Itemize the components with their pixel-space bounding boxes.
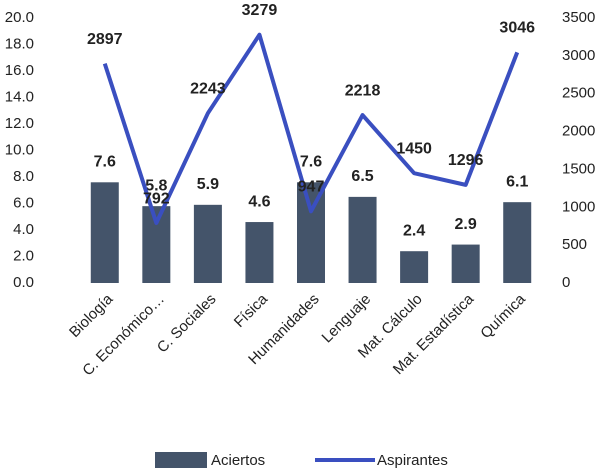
bar-value-label: 6.1 <box>506 173 528 190</box>
x-tick-label: Física <box>231 290 272 331</box>
bar-value-label: 5.9 <box>197 176 219 193</box>
legend-label: Aciertos <box>211 452 265 469</box>
line-value-label: 3046 <box>499 20 535 37</box>
line-value-label: 2897 <box>87 31 123 48</box>
y-tick-label: 10.0 <box>5 141 34 158</box>
bar <box>245 222 274 283</box>
bar <box>451 244 480 283</box>
y-tick-label: 8.0 <box>13 168 34 185</box>
y-tick-label: 16.0 <box>5 62 34 79</box>
y2-tick-label: 2500 <box>562 85 595 102</box>
line-value-label: 2243 <box>190 80 226 97</box>
bar-value-label: 7.6 <box>94 154 116 171</box>
bar-value-label: 2.4 <box>403 222 425 239</box>
y2-tick-label: 1500 <box>562 160 595 177</box>
bar <box>348 196 377 283</box>
line-value-label: 2218 <box>345 82 381 99</box>
bar-value-label: 2.9 <box>455 216 477 233</box>
bar <box>503 202 532 283</box>
y-tick-label: 6.0 <box>13 194 34 211</box>
y2-tick-label: 0 <box>562 274 570 291</box>
y-tick-label: 2.0 <box>13 247 34 264</box>
y2-tick-label: 500 <box>562 236 587 253</box>
bar <box>400 251 429 283</box>
bar <box>193 204 222 283</box>
y2-tick-label: 2000 <box>562 123 595 140</box>
y2-tick-label: 1000 <box>562 198 595 215</box>
y-tick-label: 14.0 <box>5 88 34 105</box>
y-tick-label: 12.0 <box>5 115 34 132</box>
bar <box>297 182 325 283</box>
y2-tick-label: 3000 <box>562 47 595 64</box>
bar-value-label: 5.8 <box>145 177 167 194</box>
line-value-label: 792 <box>143 190 170 207</box>
line-value-label: 1450 <box>396 140 432 157</box>
x-tick-label: Biología <box>66 290 117 341</box>
bar-value-label: 6.5 <box>351 168 373 185</box>
y2-tick-label: 3500 <box>562 9 595 26</box>
y-tick-label: 18.0 <box>5 35 34 52</box>
line <box>102 32 520 226</box>
legend-swatch <box>155 452 207 468</box>
y-tick-label: 4.0 <box>13 221 34 238</box>
line-value-label: 1296 <box>448 152 484 169</box>
line-value-label: 947 <box>298 179 325 196</box>
bar-value-label: 7.6 <box>300 154 322 171</box>
line-value-label: 3279 <box>242 2 278 19</box>
y-tick-label: 20.0 <box>5 9 34 26</box>
legend-label: Aspirantes <box>377 452 448 469</box>
bar <box>90 182 119 283</box>
bar-value-label: 4.6 <box>248 193 270 210</box>
y-tick-label: 0.0 <box>13 274 34 291</box>
x-tick-label: Química <box>477 290 529 342</box>
